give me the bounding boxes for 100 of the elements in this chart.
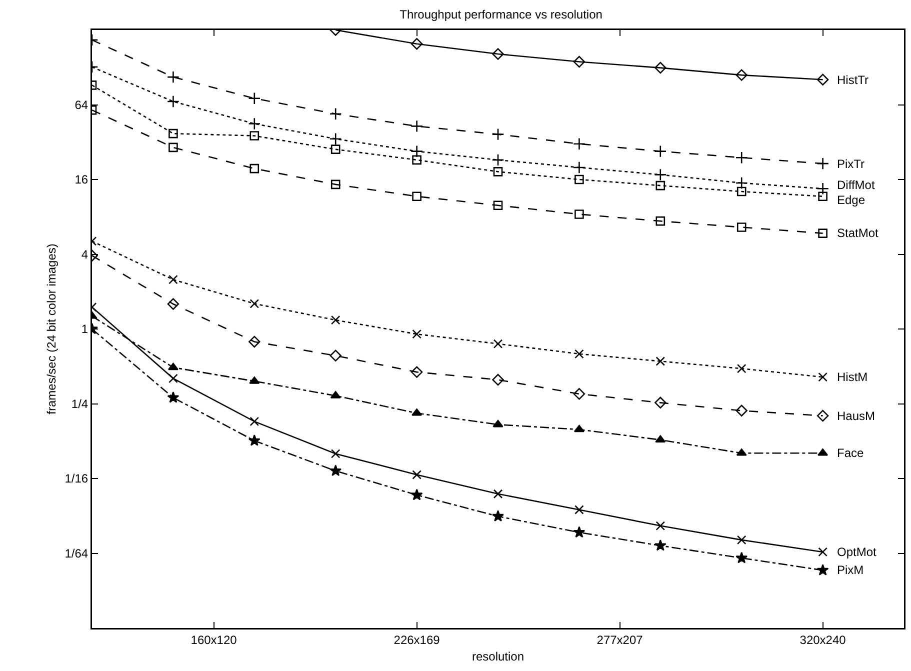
point — [330, 350, 342, 362]
y-tick-label: 1/4 — [71, 396, 88, 411]
point — [492, 154, 504, 166]
point — [168, 362, 178, 370]
series-label: Face — [837, 446, 864, 460]
point — [412, 192, 422, 202]
x-tick-label: 320x240 — [800, 632, 846, 647]
point — [735, 151, 748, 164]
point — [816, 182, 830, 195]
point — [168, 128, 178, 138]
point — [166, 70, 180, 84]
point — [410, 366, 423, 378]
point — [818, 228, 828, 238]
point — [736, 222, 746, 232]
point — [410, 38, 423, 50]
y-tick-label: 16 — [74, 172, 88, 187]
point — [572, 161, 586, 174]
point — [574, 505, 584, 514]
x-axis-title: resolution — [472, 650, 524, 664]
point — [412, 155, 422, 165]
point — [492, 48, 504, 60]
point — [248, 434, 260, 446]
point — [574, 210, 584, 219]
series-label: HausM — [837, 409, 876, 423]
point — [736, 186, 746, 196]
series-label: Edge — [837, 193, 866, 207]
point — [492, 374, 504, 386]
point — [816, 157, 830, 170]
chart-title: Throughput performance vs resolution — [400, 7, 602, 22]
point — [654, 396, 666, 409]
point — [410, 145, 424, 158]
series-label: PixTr — [837, 157, 865, 171]
point — [250, 164, 260, 174]
point — [736, 364, 746, 374]
point — [573, 526, 586, 538]
point — [573, 56, 586, 68]
point — [493, 489, 503, 499]
point — [250, 299, 260, 308]
point — [492, 420, 504, 428]
point — [574, 174, 584, 184]
point — [168, 142, 178, 152]
legend-label: DiffMot — [837, 178, 876, 192]
y-axis-title: frames/sec (24 bit color images) — [44, 244, 58, 414]
point — [656, 216, 666, 226]
point — [816, 564, 829, 576]
point — [250, 131, 260, 140]
x-tick-label: 226x169 — [394, 632, 440, 647]
point — [818, 372, 828, 382]
point — [818, 547, 828, 557]
y-tick-label: 1/64 — [64, 546, 88, 560]
x-tick-label: 277x207 — [596, 632, 644, 647]
point — [248, 117, 261, 130]
point — [329, 108, 342, 120]
legend-label: OptMot — [837, 545, 878, 559]
point — [816, 410, 829, 422]
point — [654, 62, 666, 74]
point — [412, 470, 422, 480]
point — [818, 192, 828, 202]
point — [248, 336, 260, 348]
point — [412, 329, 422, 339]
point — [736, 552, 748, 564]
point — [410, 488, 423, 500]
point — [654, 168, 667, 181]
point — [736, 69, 748, 81]
point — [493, 167, 503, 176]
point — [574, 424, 584, 432]
point — [573, 388, 586, 400]
point — [493, 200, 503, 210]
point — [166, 95, 180, 108]
point — [574, 349, 584, 359]
point — [492, 128, 504, 141]
y-tick-label: 64 — [74, 98, 88, 112]
point — [410, 120, 424, 132]
point — [572, 138, 586, 150]
point — [329, 132, 342, 146]
series-label: StatMot — [837, 226, 880, 240]
point — [167, 391, 180, 403]
point — [656, 521, 666, 530]
point — [816, 74, 829, 86]
point — [330, 464, 342, 476]
point — [736, 404, 748, 416]
point — [330, 144, 340, 154]
point — [654, 539, 666, 551]
point — [168, 274, 178, 284]
y-tick-label: 1 — [81, 322, 88, 336]
point — [330, 449, 340, 458]
point — [654, 145, 667, 158]
y-tick-label: 4 — [81, 247, 88, 262]
y-tick-label: 1/16 — [64, 472, 88, 486]
point — [736, 535, 746, 545]
point — [735, 176, 748, 190]
point — [656, 356, 666, 366]
series-label: HistM — [837, 370, 868, 384]
x-tick-label: 160x120 — [190, 632, 238, 647]
point — [493, 339, 503, 348]
point — [330, 315, 340, 325]
series-label: PixM — [837, 563, 864, 577]
point — [656, 180, 666, 190]
point — [330, 180, 340, 190]
point — [248, 92, 261, 105]
